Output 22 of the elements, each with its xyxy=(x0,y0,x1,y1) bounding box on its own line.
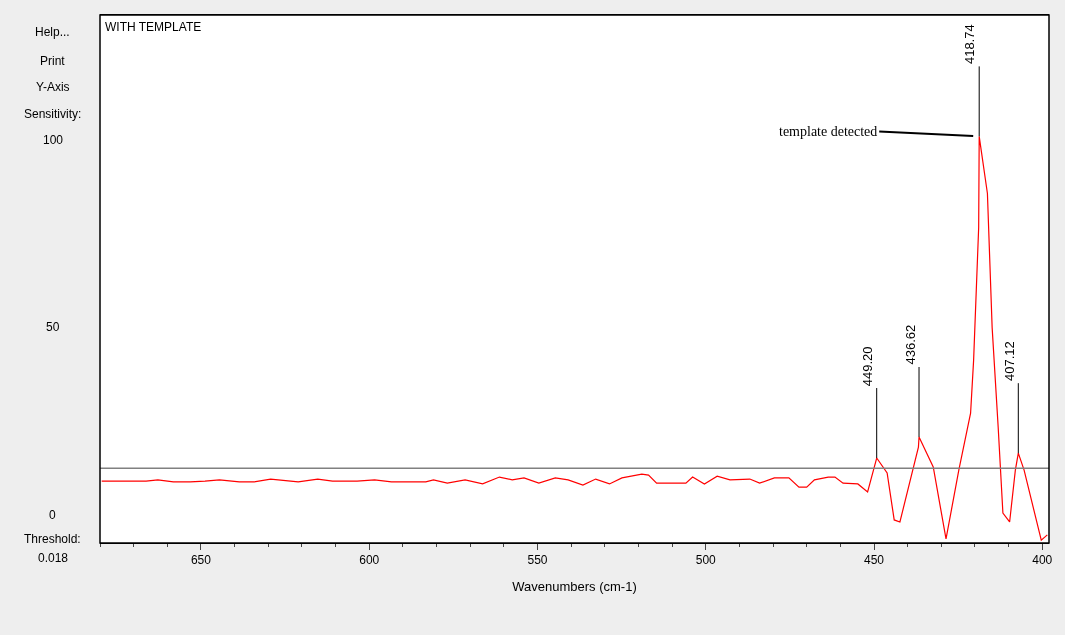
chart-title: WITH TEMPLATE xyxy=(105,20,202,34)
x-tick-label: 650 xyxy=(190,553,212,568)
x-tick-label: 600 xyxy=(359,553,380,568)
annotation: 436.62 xyxy=(902,324,918,365)
annotation: 418.74 xyxy=(962,24,978,65)
x-tick-label: 550 xyxy=(527,553,548,568)
x-tick-label: 400 xyxy=(1032,553,1053,568)
annotation: 449.20 xyxy=(860,346,876,387)
text: 0.018 xyxy=(38,551,69,565)
annotation: template detected xyxy=(779,124,878,139)
x-tick-label: 500 xyxy=(695,553,717,568)
text: Threshold: xyxy=(24,532,81,546)
text: 50 xyxy=(46,320,60,334)
text: Help... xyxy=(35,25,70,39)
text: 0 xyxy=(49,508,56,522)
x-axis-title: Wavenumbers (cm-1) xyxy=(512,579,637,594)
text: 100 xyxy=(43,133,64,147)
text: Y-Axis xyxy=(36,80,70,94)
annotation: 407.12 xyxy=(1001,341,1017,381)
x-tick-label: 450 xyxy=(863,553,885,568)
text: Print xyxy=(40,54,66,68)
text: Sensitivity: xyxy=(24,107,82,121)
